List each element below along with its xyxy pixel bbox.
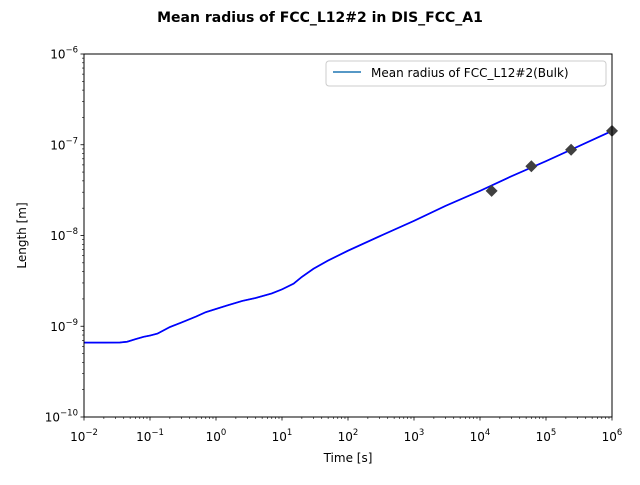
series-line-overlay (84, 130, 613, 344)
data-point (565, 143, 578, 156)
data-point (485, 184, 498, 197)
y-tick-label: 10−8 (50, 227, 78, 243)
x-tick-label: 102 (338, 428, 359, 444)
y-tick-label: 10−6 (50, 46, 78, 62)
x-axis: 10−2 10−1 100 101 102 103 104 105 106 (70, 417, 622, 444)
legend-entry: Mean radius of FCC_L12#2(Bulk) (371, 66, 569, 80)
y-tick-label: 10−7 (50, 136, 78, 152)
y-tick-label: 10−10 (45, 409, 78, 425)
y-axis: 10−10 10−9 10−8 10−7 10−6 (45, 46, 84, 425)
x-tick-label: 100 (206, 428, 227, 444)
x-tick-label: 106 (602, 428, 623, 444)
x-tick-label: 103 (404, 428, 425, 444)
y-axis-label: Length [m] (15, 202, 29, 268)
chart-title: Mean radius of FCC_L12#2 in DIS_FCC_A1 (157, 10, 483, 26)
plot-series (84, 130, 613, 344)
x-tick-label: 10−2 (70, 428, 98, 444)
legend: Mean radius of FCC_L12#2(Bulk) (325, 60, 607, 87)
y-tick-label: 10−9 (50, 318, 78, 334)
x-tick-label: 10−1 (136, 428, 164, 444)
legend-box (325, 60, 607, 87)
data-point (525, 160, 538, 173)
x-tick-label: 101 (272, 428, 293, 444)
x-tick-label: 105 (536, 428, 557, 444)
x-tick-label: 104 (470, 428, 491, 444)
x-axis-label: Time [s] (323, 451, 373, 465)
